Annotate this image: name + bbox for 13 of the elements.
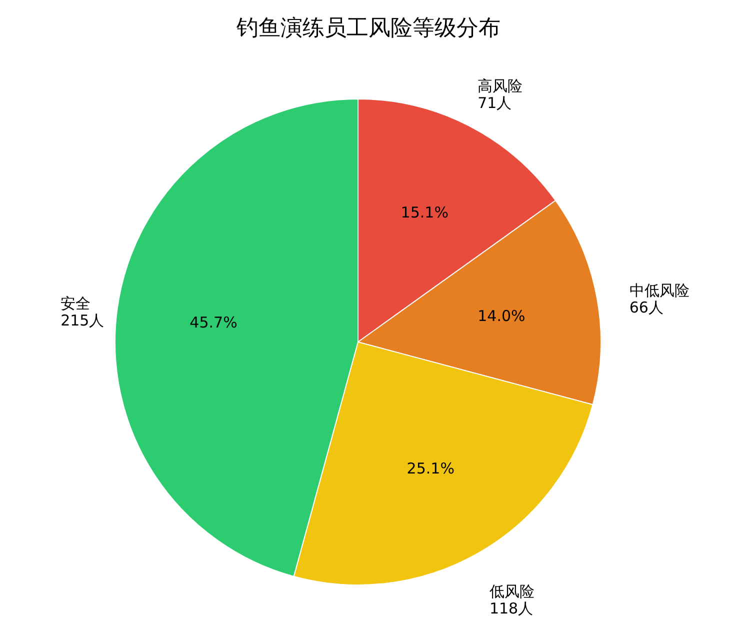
data-label: 66人 xyxy=(629,298,664,316)
slice-label: 安全 xyxy=(60,294,91,313)
chart-title: 钓鱼演练员工风险等级分布 xyxy=(236,16,500,41)
text: 45.7% xyxy=(190,314,238,332)
data-label: 215人 xyxy=(60,312,104,330)
data-label: 71人 xyxy=(478,94,512,112)
slice-label: 高风险 xyxy=(478,76,523,95)
text: 15.1% xyxy=(400,203,448,222)
slice-label: 中低风险 xyxy=(629,281,690,300)
data-label: 118人 xyxy=(489,600,534,618)
text: 14.0% xyxy=(478,306,526,325)
text: 25.1% xyxy=(406,459,454,478)
slice-label: 低风险 xyxy=(489,582,534,601)
